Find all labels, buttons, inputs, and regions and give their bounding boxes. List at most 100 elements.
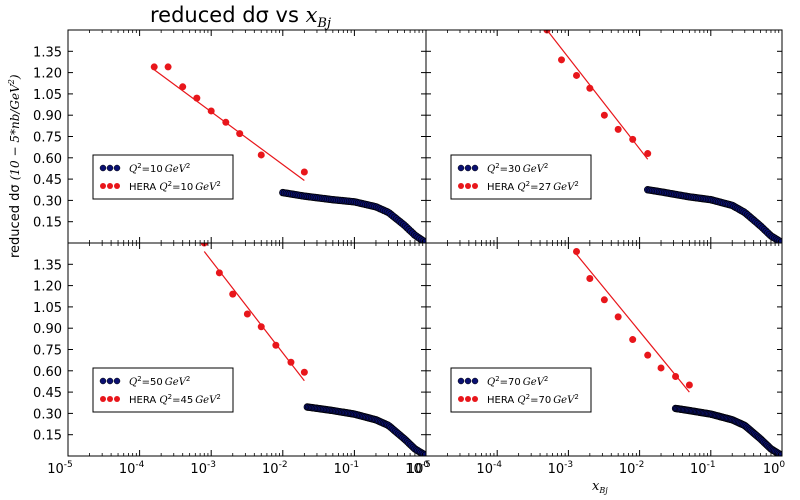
legend-box — [450, 154, 592, 200]
x-tick-label: 10-4 — [119, 460, 145, 477]
legend-marker — [465, 183, 471, 189]
plot-area — [543, 30, 782, 243]
legend: Q2=30 GeV2 HERA Q2=27 GeV2 — [450, 154, 592, 200]
hera-point — [257, 323, 265, 331]
legend-marker — [471, 164, 479, 172]
legend-marker — [464, 164, 472, 172]
x-tick-label: 10-5 — [47, 460, 73, 477]
legend-label: Q2=70 GeV2 — [487, 375, 548, 388]
x-axis-label: xBj — [592, 479, 608, 495]
hera-point — [558, 56, 565, 64]
legend-label: Q2=50 GeV2 — [129, 375, 190, 388]
x-tick-label: 10-2 — [619, 460, 645, 477]
hera-point — [179, 83, 187, 91]
x-tick-label: 10-4 — [476, 460, 502, 477]
legend-marker — [114, 183, 120, 189]
legend-marker — [472, 396, 478, 402]
hera-point — [672, 372, 680, 380]
y-tick-label: 0.30 — [33, 194, 62, 209]
hera-point — [614, 313, 622, 321]
legend-marker — [472, 183, 478, 189]
hera-point — [193, 94, 201, 102]
y-tick-label: 0.90 — [33, 109, 62, 124]
legend: Q2=70 GeV2 HERA Q2=70 GeV2 — [450, 367, 592, 413]
fit-line — [576, 253, 690, 393]
legend-marker — [107, 396, 113, 402]
legend-marker — [457, 377, 465, 385]
y-tick-label: 0.75 — [33, 344, 62, 359]
y-tick-label: 0.60 — [33, 152, 62, 167]
panel-bottom-right: 10-5 10-4 10-3 10-2 10-1 100 Q2=70 GeV2 HERA Q2=… — [405, 242, 786, 477]
y-tick-label: 0.45 — [33, 386, 62, 401]
hera-point — [586, 84, 594, 92]
x-tick-label: 100 — [763, 460, 786, 477]
y-tick-label: 0.60 — [33, 365, 62, 380]
legend-label: HERA Q2=70 GeV2 — [487, 393, 579, 406]
hera-point — [614, 125, 622, 133]
y-axis-label: reduced dσ (10 − 5*nb/GeV2) — [7, 74, 23, 258]
legend: Q2=50 GeV2 HERA Q2=45 GeV2 — [92, 367, 234, 413]
chart-title: reduced dσ vs xBj — [150, 3, 331, 31]
panel-top-right: Q2=30 GeV2 HERA Q2=27 GeV2 — [425, 29, 783, 244]
legend-marker — [107, 183, 113, 189]
legend-marker — [458, 183, 464, 189]
y-tick-label: 1.05 — [33, 88, 62, 103]
axes-frame — [425, 29, 783, 244]
hera-point — [573, 248, 581, 256]
legend-marker — [100, 396, 106, 402]
x-tick-label: 10-1 — [690, 460, 716, 477]
hera-point — [644, 351, 652, 359]
legend-marker — [113, 377, 121, 385]
y-tick-label: 0.45 — [33, 173, 62, 188]
x-tick-label: 10-5 — [405, 460, 431, 477]
x-tick-label: 10-3 — [190, 460, 216, 477]
y-tick-label: 0.15 — [33, 429, 62, 444]
legend-marker — [106, 377, 114, 385]
y-tick-label: 1.05 — [33, 301, 62, 316]
y-tick-label: 0.15 — [33, 216, 62, 231]
legend-marker — [471, 377, 479, 385]
y-tick-label: 0.30 — [33, 407, 62, 422]
y-tick-label: 1.20 — [33, 67, 62, 82]
plot-area — [150, 63, 426, 243]
legend-label: HERA Q2=10 GeV2 — [129, 180, 221, 193]
hera-point — [300, 168, 308, 176]
legend-box — [92, 367, 234, 413]
axes-frame — [425, 242, 783, 457]
legend-label: Q2=30 GeV2 — [487, 162, 548, 175]
axes-frame — [67, 29, 427, 244]
hera-point — [272, 341, 280, 349]
hera-point — [657, 364, 665, 372]
x-tick-label: 10-3 — [548, 460, 574, 477]
x-tick-label: 10-2 — [262, 460, 288, 477]
legend-label: Q2=10 GeV2 — [129, 162, 190, 175]
panel-bottom-left: 0.15 0.30 0.45 0.60 0.75 0.90 1.05 1.20 1.35 10-5… — [33, 242, 430, 477]
legend-marker — [100, 183, 106, 189]
axes-frame — [67, 242, 427, 457]
legend-marker — [99, 164, 107, 172]
panel-top-left: 0.15 0.30 0.45 0.60 0.75 0.90 1.05 1.20 1.35 Q2=1… — [33, 29, 427, 244]
hera-point — [236, 130, 244, 138]
hera-point — [207, 107, 215, 115]
x-tick-label: 100 — [407, 460, 430, 477]
hera-point — [685, 381, 693, 389]
hera-point — [222, 118, 230, 126]
hera-point — [287, 358, 295, 366]
legend-marker — [465, 396, 471, 402]
plot-area — [573, 248, 782, 456]
hera-point — [600, 296, 608, 304]
legend-marker — [458, 396, 464, 402]
hera-point — [229, 290, 237, 298]
hera-point — [644, 150, 652, 158]
legend-label: HERA Q2=27 GeV2 — [487, 180, 579, 193]
legend-marker — [113, 164, 121, 172]
y-tick-label: 0.75 — [33, 131, 62, 146]
legend-marker — [99, 377, 107, 385]
hera-point — [629, 135, 637, 143]
hera-point — [586, 275, 594, 282]
y-tick-label: 0.90 — [33, 322, 62, 337]
legend-box — [450, 367, 592, 413]
legend-box — [92, 154, 234, 200]
legend-marker — [114, 396, 120, 402]
